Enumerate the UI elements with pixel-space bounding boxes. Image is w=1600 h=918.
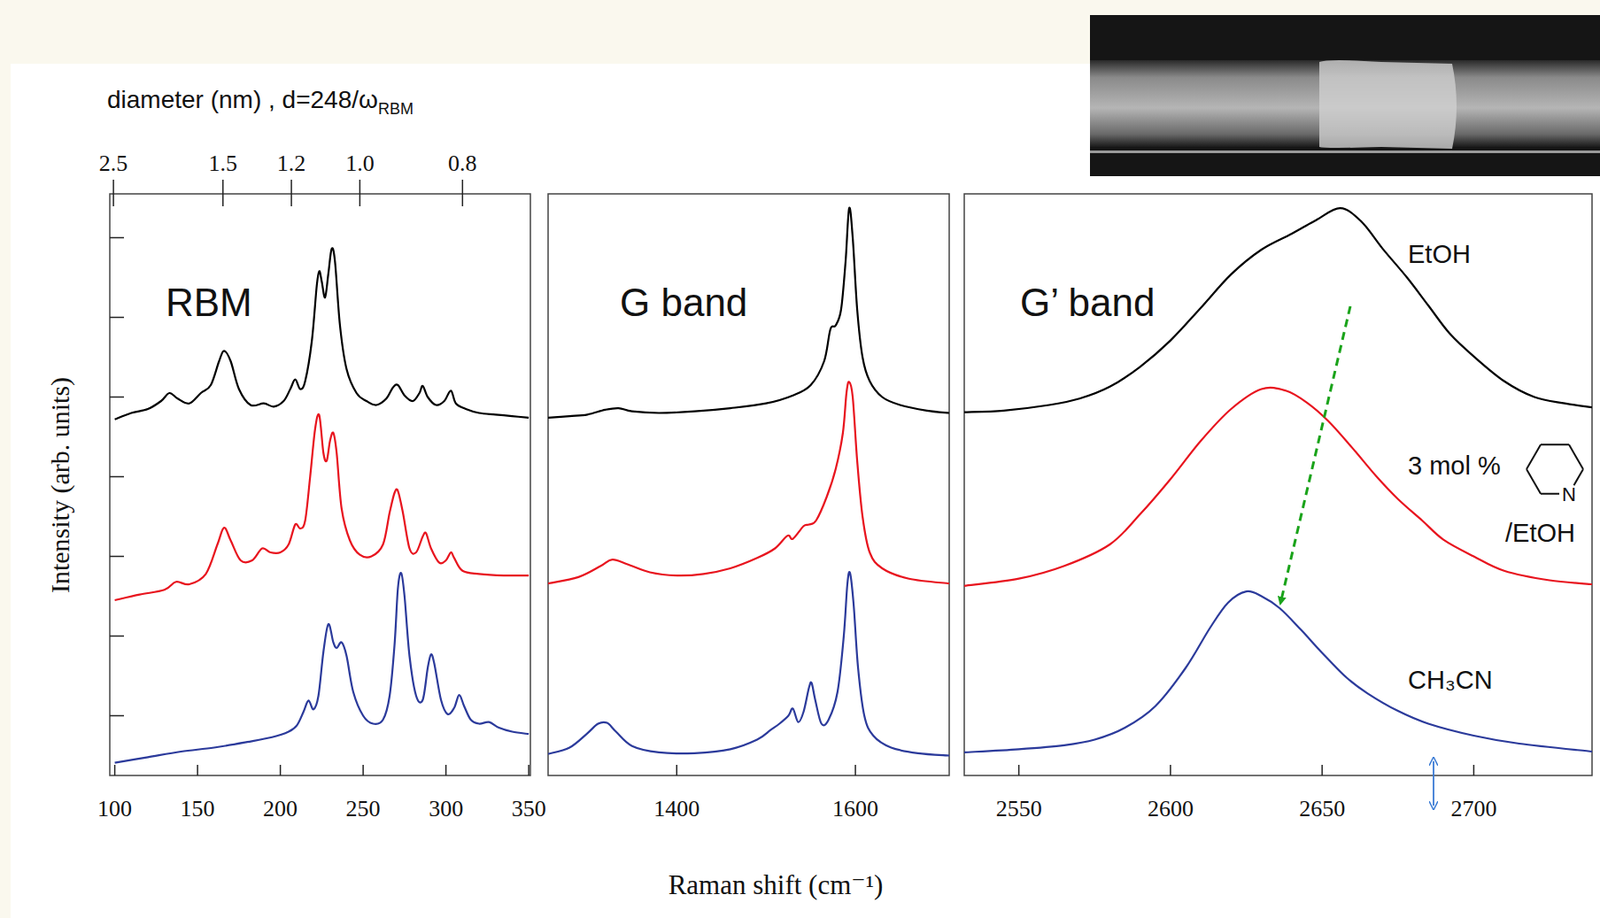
sem-image — [1089, 15, 1600, 177]
sem-background — [1089, 15, 1600, 177]
x-tick — [362, 765, 364, 776]
spectrum-line — [115, 414, 530, 601]
x-tick-label: 2700 — [1450, 796, 1497, 822]
x-tick-label: 200 — [262, 796, 298, 822]
x2-tick-label: 1.5 — [208, 150, 239, 177]
x2-tick — [359, 179, 362, 207]
x-axis-title: Raman shift (cm⁻¹) — [668, 869, 884, 901]
legend-label-part: /EtOH — [1505, 518, 1576, 548]
x-tick — [1473, 765, 1476, 776]
x-tick-label: 2650 — [1298, 796, 1345, 822]
x2-tick-label: 2.5 — [99, 150, 129, 177]
x2-tick — [462, 179, 464, 207]
spectrum-line — [964, 591, 1593, 753]
x-tick — [1169, 765, 1172, 776]
spectrum-line — [115, 572, 530, 763]
spectrum-line — [548, 381, 950, 584]
legend-label: 3 mol % /EtOH — [1407, 451, 1576, 548]
x-tick-label: 150 — [180, 796, 216, 822]
spectrum-line — [548, 571, 950, 756]
x-tick — [445, 765, 448, 776]
x-tick — [676, 765, 679, 776]
legend-label: EtOH — [1407, 239, 1471, 269]
x2-axis-title-sub: RBM — [378, 100, 414, 118]
x-tick — [279, 765, 282, 776]
sem-substrate-line — [1089, 150, 1600, 154]
series-group — [115, 247, 530, 763]
x2-tick — [112, 179, 115, 207]
spectrum-line — [115, 247, 530, 419]
series-group — [548, 208, 950, 757]
shift-arrow — [1280, 306, 1351, 604]
series-group — [964, 208, 1593, 753]
page-background — [0, 0, 1600, 918]
y-tick — [109, 396, 124, 399]
panel: 1400 1600 G band — [548, 193, 950, 822]
x2-tick-label: 1.2 — [277, 150, 307, 177]
panel: 100 150 200 250 300 350 2.5 1.5 1.2 1.0 0.8 diamete… — [97, 85, 547, 822]
x-tick — [1321, 765, 1323, 776]
y-tick — [109, 476, 124, 479]
figure: 100 150 200 250 300 350 2.5 1.5 1.2 1.0 0.8 diamete… — [0, 0, 1600, 918]
x2-tick-label: 0.8 — [448, 150, 478, 177]
x-tick-label: 250 — [346, 796, 381, 822]
x2-tick-label: 1.0 — [345, 150, 375, 177]
panel-title: RBM — [165, 280, 253, 325]
x2-tick — [290, 179, 293, 207]
y-tick — [109, 715, 124, 718]
panel-title: G band — [619, 280, 748, 325]
structure-atom: N — [1561, 483, 1577, 506]
x-tick-label: 350 — [511, 796, 547, 822]
spectrum-line — [964, 208, 1593, 412]
x2-tick — [222, 179, 225, 207]
y-tick — [109, 556, 124, 558]
legend-label-part: 3 mol % — [1407, 451, 1501, 480]
x2-axis-title-main: diameter (nm) , d=248/ω — [107, 85, 379, 114]
x-tick — [196, 765, 199, 776]
x-tick-label: 1600 — [832, 796, 879, 822]
x-tick-label: 1400 — [653, 796, 700, 822]
x-tick — [114, 765, 116, 776]
x-tick — [1018, 765, 1021, 776]
spectrum-line — [548, 208, 950, 418]
legend-label: CH₃CN — [1407, 665, 1493, 695]
scale-arrow — [1432, 761, 1435, 806]
x-tick-label: 2550 — [996, 796, 1043, 822]
panel: 2550 2600 2650 2700 G’ band — [964, 193, 1593, 822]
panel-frame — [109, 193, 531, 776]
y-tick — [109, 237, 124, 240]
panel-title: G’ band — [1020, 280, 1155, 325]
panel-frame — [964, 193, 1593, 776]
panel-frame — [548, 193, 950, 776]
figure-background — [10, 63, 1600, 918]
x-tick — [527, 765, 530, 776]
x-tick — [854, 765, 857, 776]
sem-bump — [1319, 60, 1457, 149]
x2-axis-title: diameter (nm) , d=248/ωRBM — [107, 85, 414, 118]
y-axis-title: Intensity (arb. units) — [45, 377, 76, 594]
y-tick — [109, 316, 124, 319]
x-tick-label: 2600 — [1147, 796, 1194, 822]
x-tick-label: 100 — [97, 796, 132, 822]
y-tick — [109, 635, 124, 638]
spectrum-line — [964, 387, 1593, 587]
x-tick-label: 300 — [428, 796, 464, 822]
